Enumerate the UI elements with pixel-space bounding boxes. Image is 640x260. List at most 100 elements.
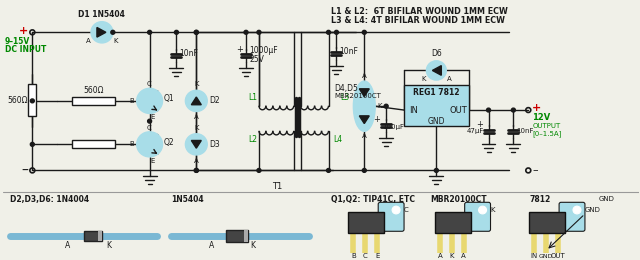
Circle shape bbox=[335, 30, 339, 34]
Polygon shape bbox=[191, 140, 202, 148]
Circle shape bbox=[479, 206, 486, 214]
Text: K: K bbox=[194, 81, 198, 87]
Text: B: B bbox=[129, 98, 134, 104]
Text: [0–1.5A]: [0–1.5A] bbox=[532, 130, 562, 137]
Circle shape bbox=[244, 30, 248, 34]
Text: GND: GND bbox=[585, 207, 601, 213]
Text: Q1: Q1 bbox=[164, 94, 174, 103]
Text: 1N5404: 1N5404 bbox=[172, 195, 204, 204]
Circle shape bbox=[137, 88, 163, 113]
FancyBboxPatch shape bbox=[378, 202, 404, 231]
FancyBboxPatch shape bbox=[435, 212, 470, 233]
Circle shape bbox=[257, 30, 261, 34]
Circle shape bbox=[362, 168, 366, 172]
FancyBboxPatch shape bbox=[529, 212, 565, 233]
Text: 1000μF: 1000μF bbox=[249, 46, 278, 55]
Text: MBR20100CT: MBR20100CT bbox=[430, 195, 486, 204]
Text: IN: IN bbox=[531, 254, 538, 259]
Text: A: A bbox=[461, 254, 466, 259]
Text: 12V: 12V bbox=[532, 113, 550, 122]
Text: OUTPUT: OUTPUT bbox=[532, 124, 561, 129]
Polygon shape bbox=[359, 89, 369, 96]
Text: B: B bbox=[351, 254, 356, 259]
Text: +: + bbox=[373, 115, 380, 124]
Text: 7812: 7812 bbox=[529, 195, 550, 204]
Text: Q2: Q2 bbox=[164, 138, 174, 147]
FancyBboxPatch shape bbox=[98, 231, 102, 241]
Text: REG1 7812: REG1 7812 bbox=[413, 88, 460, 97]
Text: L1 & L2:  6T BIFILAR WOUND 1MM ECW: L1 & L2: 6T BIFILAR WOUND 1MM ECW bbox=[330, 6, 508, 16]
Text: T1: T1 bbox=[272, 182, 282, 191]
Circle shape bbox=[195, 168, 198, 172]
Circle shape bbox=[392, 206, 400, 214]
Circle shape bbox=[326, 168, 330, 172]
FancyBboxPatch shape bbox=[244, 230, 248, 242]
Text: L3: L3 bbox=[340, 93, 349, 101]
Circle shape bbox=[111, 30, 115, 34]
Circle shape bbox=[362, 30, 366, 34]
Text: +: + bbox=[19, 26, 28, 36]
Text: 25V: 25V bbox=[249, 55, 264, 64]
Text: K: K bbox=[421, 76, 426, 82]
FancyBboxPatch shape bbox=[72, 97, 115, 105]
Text: D1 1N5404: D1 1N5404 bbox=[79, 10, 125, 19]
Polygon shape bbox=[433, 66, 442, 75]
Text: K: K bbox=[250, 241, 255, 250]
Text: D4,D5: D4,D5 bbox=[335, 84, 358, 93]
Text: L3 & L4: 4T BIFILAR WOUND 1MM ECW: L3 & L4: 4T BIFILAR WOUND 1MM ECW bbox=[330, 16, 504, 25]
Text: D3: D3 bbox=[209, 140, 220, 149]
Circle shape bbox=[137, 132, 163, 157]
Text: L1: L1 bbox=[248, 93, 257, 101]
Text: E: E bbox=[150, 114, 155, 120]
Text: A: A bbox=[86, 38, 90, 44]
Circle shape bbox=[186, 90, 207, 112]
Circle shape bbox=[148, 119, 152, 123]
Text: 10nF: 10nF bbox=[339, 47, 358, 56]
Text: –: – bbox=[22, 164, 28, 177]
Text: L4: L4 bbox=[333, 135, 342, 144]
FancyBboxPatch shape bbox=[72, 140, 115, 148]
Circle shape bbox=[195, 30, 198, 34]
Text: A: A bbox=[194, 114, 198, 120]
Text: C: C bbox=[404, 207, 409, 213]
Text: B: B bbox=[129, 141, 134, 147]
Text: OUT: OUT bbox=[450, 106, 468, 115]
Circle shape bbox=[486, 108, 490, 112]
Text: K: K bbox=[490, 207, 495, 213]
Text: K: K bbox=[449, 254, 454, 259]
Text: A: A bbox=[65, 241, 70, 250]
Text: C: C bbox=[147, 81, 151, 87]
Text: K: K bbox=[377, 103, 381, 109]
Text: 10nF: 10nF bbox=[179, 49, 198, 58]
Text: A: A bbox=[438, 254, 442, 259]
Circle shape bbox=[257, 168, 261, 172]
Text: K: K bbox=[106, 241, 111, 250]
Circle shape bbox=[326, 30, 330, 34]
Text: L2: L2 bbox=[248, 135, 257, 144]
FancyBboxPatch shape bbox=[84, 231, 102, 241]
Text: 100μF: 100μF bbox=[382, 125, 404, 131]
FancyBboxPatch shape bbox=[226, 230, 248, 242]
Circle shape bbox=[148, 30, 152, 34]
Circle shape bbox=[511, 108, 515, 112]
Text: D6: D6 bbox=[431, 49, 442, 58]
Polygon shape bbox=[191, 97, 202, 105]
Circle shape bbox=[91, 22, 113, 43]
FancyBboxPatch shape bbox=[404, 85, 468, 126]
Polygon shape bbox=[97, 28, 106, 37]
Text: 10nF: 10nF bbox=[516, 128, 534, 134]
Text: 9–15V: 9–15V bbox=[4, 37, 29, 47]
Text: +: + bbox=[236, 45, 243, 54]
FancyBboxPatch shape bbox=[465, 202, 490, 231]
Text: E: E bbox=[375, 254, 380, 259]
Text: A: A bbox=[194, 158, 198, 164]
Text: A: A bbox=[447, 76, 452, 82]
Polygon shape bbox=[359, 116, 369, 124]
Text: GND: GND bbox=[539, 254, 554, 259]
Text: –: – bbox=[532, 165, 538, 176]
Circle shape bbox=[435, 168, 438, 172]
Text: E: E bbox=[150, 158, 155, 164]
Circle shape bbox=[30, 99, 35, 103]
Text: K: K bbox=[194, 125, 198, 131]
Text: D2: D2 bbox=[209, 96, 220, 105]
